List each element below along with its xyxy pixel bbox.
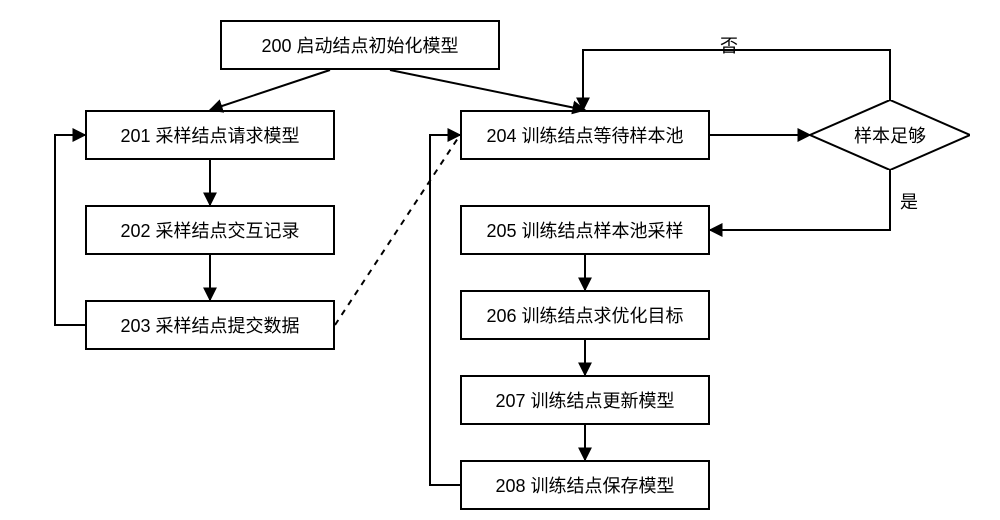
node-205-label: 205 训练结点样本池采样 <box>486 217 683 243</box>
node-201: 201 采样结点请求模型 <box>85 110 335 160</box>
edge-label-no-text: 否 <box>720 36 738 56</box>
node-206-label: 206 训练结点求优化目标 <box>486 302 683 328</box>
node-200: 200 启动结点初始化模型 <box>220 20 500 70</box>
edge-e203-204-dashed <box>335 135 460 325</box>
node-208-label: 208 训练结点保存模型 <box>495 472 674 498</box>
node-208: 208 训练结点保存模型 <box>460 460 710 510</box>
edge-e200-201 <box>210 70 330 110</box>
edge-e200-204 <box>390 70 585 110</box>
edge-label-yes: 是 <box>900 188 918 214</box>
edge-label-no: 否 <box>720 32 738 58</box>
edge-label-yes-text: 是 <box>900 192 918 212</box>
node-201-label: 201 采样结点请求模型 <box>120 122 299 148</box>
edge-diamond-yes <box>710 170 890 230</box>
node-206: 206 训练结点求优化目标 <box>460 290 710 340</box>
node-207: 207 训练结点更新模型 <box>460 375 710 425</box>
node-204: 204 训练结点等待样本池 <box>460 110 710 160</box>
node-200-label: 200 启动结点初始化模型 <box>261 32 458 58</box>
node-204-label: 204 训练结点等待样本池 <box>486 122 683 148</box>
flowchart-canvas: 200 启动结点初始化模型 201 采样结点请求模型 202 采样结点交互记录 … <box>0 0 1000 520</box>
node-205: 205 训练结点样本池采样 <box>460 205 710 255</box>
node-202-label: 202 采样结点交互记录 <box>120 217 299 243</box>
node-203-label: 203 采样结点提交数据 <box>120 312 299 338</box>
node-207-label: 207 训练结点更新模型 <box>495 387 674 413</box>
node-203: 203 采样结点提交数据 <box>85 300 335 350</box>
edge-e208-204-loop <box>430 135 460 485</box>
edges-layer <box>0 0 1000 520</box>
diamond-label: 样本足够 <box>854 122 926 148</box>
edge-e203-201-loop <box>55 135 85 325</box>
decision-diamond: 样本足够 <box>810 100 970 170</box>
node-202: 202 采样结点交互记录 <box>85 205 335 255</box>
